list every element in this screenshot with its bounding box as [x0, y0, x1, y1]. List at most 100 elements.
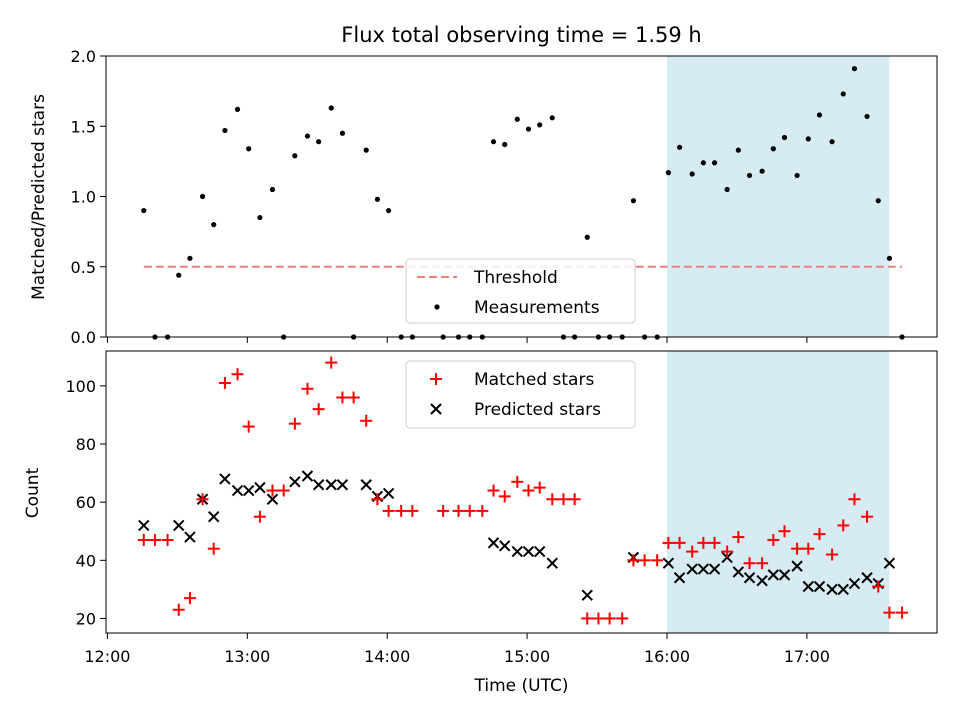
legend-measurement-swatch — [434, 304, 440, 310]
measurement-point — [805, 136, 811, 142]
chart-title: Flux total observing time = 1.59 h — [341, 23, 701, 47]
measurement-point — [875, 198, 881, 204]
measurement-point — [781, 134, 788, 141]
top-panel: 0.00.51.01.52.0 Matched/Predicted stars … — [29, 47, 938, 347]
predicted-star-point — [848, 577, 861, 590]
matched-star-point — [651, 554, 664, 567]
x-tick-label: 17:00 — [784, 647, 830, 666]
x-tick-label: 14:00 — [364, 647, 410, 666]
predicted-star-point — [802, 580, 815, 593]
y-tick-label: 1.5 — [71, 117, 96, 136]
matched-star-point — [266, 484, 279, 497]
measurement-point — [665, 170, 671, 176]
matched-star-point — [360, 414, 373, 427]
measurement-point — [490, 139, 497, 145]
predicted-star-point — [546, 557, 558, 569]
y-tick-label: 60 — [76, 493, 96, 512]
matched-star-point — [301, 382, 314, 395]
matched-star-point — [767, 533, 780, 546]
predicted-stars-points — [138, 470, 896, 601]
matched-stars-points — [137, 356, 909, 625]
legend-predicted-label: Predicted stars — [474, 400, 601, 420]
bottom-x-ticks: 12:00 13:00 14:00 15:00 16:00 17:00 — [84, 633, 830, 666]
predicted-star-point — [732, 566, 745, 578]
predicted-star-point — [360, 479, 372, 491]
predicted-star-point — [336, 479, 349, 491]
measurement-point — [759, 168, 765, 174]
predicted-star-point — [581, 589, 593, 601]
matched-star-point — [242, 420, 255, 433]
y-tick-label: 20 — [76, 609, 96, 628]
matched-star-point — [288, 417, 301, 430]
matched-star-point — [756, 557, 769, 570]
matched-star-point — [207, 542, 220, 555]
matched-star-point — [325, 356, 338, 369]
measurement-point — [864, 113, 870, 120]
measurement-point — [689, 171, 695, 177]
predicted-star-point — [522, 545, 535, 558]
y-tick-label: 80 — [76, 435, 96, 454]
matched-star-point — [476, 504, 489, 517]
measurement-point — [374, 196, 381, 202]
matched-star-point — [172, 603, 185, 616]
predicted-star-point — [208, 511, 220, 523]
y-tick-label: 0.5 — [71, 258, 96, 277]
legend-threshold-label: Threshold — [473, 268, 558, 288]
predicted-star-point — [312, 479, 325, 491]
matched-star-point — [872, 580, 885, 593]
measurement-point — [176, 272, 182, 278]
matched-star-point — [896, 606, 909, 619]
predicted-star-point — [254, 481, 266, 494]
matched-star-point — [253, 510, 266, 523]
matched-star-point — [778, 525, 791, 538]
top-y-axis-label: Matched/Predicted stars — [29, 94, 49, 300]
measurement-point — [187, 255, 193, 261]
predicted-star-point — [767, 569, 780, 581]
measurement-point — [514, 116, 520, 122]
top-x-ticks — [106, 337, 808, 343]
measurement-point — [339, 130, 346, 136]
matched-star-point — [732, 531, 745, 544]
matched-star-point — [487, 484, 500, 497]
measurement-point — [222, 127, 228, 134]
top-plot-frame — [105, 55, 938, 338]
matched-star-point — [826, 548, 839, 561]
matched-star-point — [861, 510, 874, 523]
predicted-star-point — [756, 574, 768, 587]
predicted-star-point — [697, 563, 710, 575]
matched-star-point — [533, 481, 546, 494]
measurement-point — [246, 146, 252, 152]
predicted-star-point — [837, 583, 849, 596]
matched-star-point — [813, 528, 826, 541]
predicted-star-point — [813, 580, 826, 593]
matched-star-point — [406, 504, 419, 517]
measurement-point — [385, 207, 392, 214]
predicted-star-point — [499, 540, 511, 552]
matched-star-point — [837, 519, 850, 532]
measurement-point — [630, 198, 637, 204]
matched-star-point — [218, 376, 231, 389]
predicted-star-point — [173, 519, 185, 532]
top-legend-box — [405, 258, 636, 324]
predicted-star-point — [662, 557, 675, 569]
legend-matched-label: Matched stars — [474, 370, 594, 390]
measurement-point — [525, 126, 532, 132]
matched-star-point — [312, 403, 325, 416]
predicted-star-point — [743, 572, 756, 584]
measurement-point — [199, 193, 206, 200]
matched-star-point — [708, 536, 721, 549]
matched-star-point — [568, 493, 581, 506]
predicted-star-point — [487, 537, 500, 549]
matched-star-point — [686, 545, 699, 558]
bottom-plot-frame — [105, 350, 938, 634]
legend-predicted-swatch — [430, 403, 442, 415]
matched-star-point — [437, 504, 450, 517]
matched-star-point — [522, 484, 535, 497]
measurement-point — [363, 147, 369, 153]
measurement-point — [724, 186, 730, 193]
x-tick-label: 13:00 — [224, 647, 270, 666]
measurement-point — [584, 234, 590, 240]
measurement-point — [292, 153, 298, 159]
measurement-point — [829, 139, 835, 145]
